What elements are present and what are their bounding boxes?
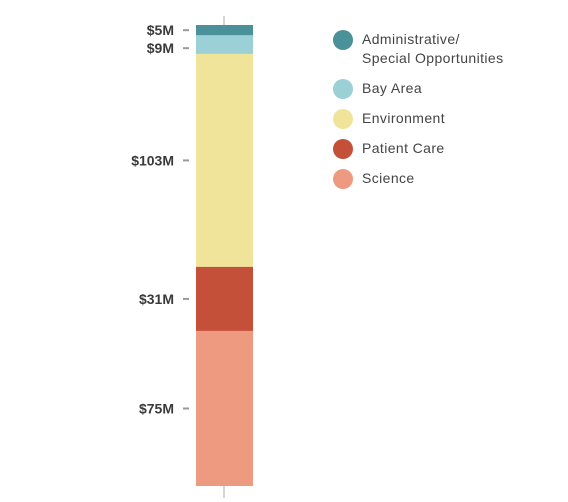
bar-segments	[196, 25, 253, 486]
legend-swatch	[333, 30, 353, 50]
bar-segment-science[interactable]	[196, 330, 253, 486]
legend-label: Environment	[362, 110, 445, 126]
legend-item-patient-care[interactable]: Patient Care	[333, 139, 553, 159]
legend-label: Bay Area	[362, 80, 423, 96]
value-label-patient-care: $31M	[139, 291, 174, 307]
bar-segment-patient-care[interactable]	[196, 266, 253, 331]
legend-label-line-1: Administrative/	[362, 31, 460, 47]
legend-item-administrative-special-opportunities[interactable]: Administrative/Special Opportunities	[333, 30, 553, 68]
legend: Administrative/Special Opportunities Bay …	[333, 30, 553, 199]
bar-segment-environment[interactable]	[196, 53, 253, 267]
legend-swatch	[333, 109, 353, 129]
bar-segment-administrative-special-opportunities[interactable]	[196, 25, 253, 36]
legend-label: Patient Care	[362, 140, 445, 156]
value-label-bay-area: $9M	[147, 40, 174, 56]
legend-label: Science	[362, 170, 415, 186]
legend-swatch	[333, 79, 353, 99]
legend-item-environment[interactable]: Environment	[333, 109, 553, 129]
bar-segment-bay-area[interactable]	[196, 35, 253, 54]
legend-item-bay-area[interactable]: Bay Area	[333, 79, 553, 99]
legend-label-line-2: Special Opportunities	[362, 50, 504, 66]
legend-swatch	[333, 139, 353, 159]
value-label-environment: $103M	[131, 152, 174, 168]
legend-item-science[interactable]: Science	[333, 169, 553, 189]
value-label-administrative-special-opportunities: $5M	[147, 22, 174, 38]
value-labels: $5M $9M $103M $31M $75M	[131, 22, 189, 416]
legend-swatch	[333, 169, 353, 189]
value-label-science: $75M	[139, 400, 174, 416]
